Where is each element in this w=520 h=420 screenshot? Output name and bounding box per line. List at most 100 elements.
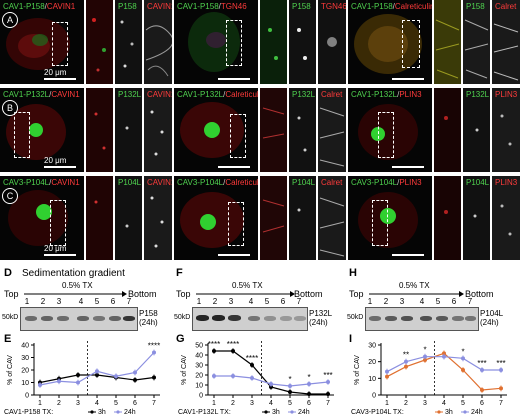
- legend-label-3h: 3h: [98, 409, 106, 415]
- zoom-merge-tile: [86, 0, 113, 84]
- x-tick-label: 7: [499, 400, 503, 407]
- channel1-label: P104L: [118, 178, 142, 187]
- x-tick-label: 7: [326, 400, 330, 407]
- data-point: [461, 368, 465, 372]
- western-blot: [365, 307, 479, 331]
- column-h-i: H 0.5% TX Top Bottom 1 2 3 4 5 6 7 50kD: [347, 267, 520, 416]
- legend-marker-3h: [90, 410, 94, 414]
- y-tick-label: 20: [195, 373, 203, 380]
- data-point: [231, 374, 235, 378]
- data-point: [95, 373, 99, 377]
- scale-bar: [392, 78, 424, 80]
- data-point: [212, 349, 216, 353]
- channel2-label: CAVIN1: [147, 90, 172, 99]
- top-label: Top: [4, 289, 19, 299]
- panel-letter-f: F: [176, 267, 183, 279]
- y-tick-label: 50: [195, 343, 203, 350]
- y-tick-label: 30: [21, 355, 29, 362]
- legend-marker-3h: [264, 410, 268, 414]
- panel-letter-h: H: [349, 267, 357, 279]
- significance-label: ***: [323, 371, 332, 380]
- bottom-label: Bottom: [465, 289, 494, 299]
- western-blot: [192, 307, 308, 331]
- y-tick-label: 40: [195, 353, 203, 360]
- significance-label: ****: [208, 340, 220, 349]
- legend-marker-24h: [290, 410, 294, 414]
- channel2-label: CAVIN1: [147, 2, 172, 11]
- data-point: [499, 386, 503, 391]
- significance-label: *: [307, 373, 310, 382]
- tx-label: 0.5% TX: [399, 281, 430, 290]
- data-point: [326, 380, 330, 384]
- scale-label: 20 μm: [44, 244, 67, 253]
- x-tick-label: 2: [404, 400, 408, 407]
- top-label: Top: [349, 289, 364, 299]
- column-f-g: F 0.5% TX Top Bottom 1 2 3 4 5 6 7 50kD: [174, 267, 347, 416]
- merge-title: CAV1-P132L/PLIN3: [351, 90, 422, 99]
- marker-label: 50kD: [174, 314, 191, 321]
- micrograph-merge: [0, 0, 84, 84]
- y-tick-label: 10: [368, 376, 376, 383]
- x-tick-label: 1: [385, 400, 389, 407]
- legend-label-24h: 24h: [124, 409, 136, 415]
- roi-box: [378, 112, 394, 158]
- row-letter: C: [2, 188, 18, 204]
- significance-label: ****: [246, 354, 258, 363]
- x-tick-label: 6: [133, 400, 137, 407]
- y-tick-label: 10: [195, 383, 203, 390]
- data-point: [480, 368, 484, 372]
- data-point: [288, 390, 292, 394]
- x-tick-label: 5: [288, 400, 292, 407]
- legend-label-24h: 24h: [298, 409, 310, 415]
- western-blot: [20, 307, 138, 331]
- data-point: [57, 379, 61, 384]
- x-tick-label: 3: [250, 400, 254, 407]
- marker-label: 50kD: [347, 314, 364, 321]
- channel1-label: P158: [118, 2, 137, 11]
- x-tick-label: 4: [95, 400, 99, 407]
- data-point: [212, 374, 216, 378]
- panel-letter-i: I: [349, 333, 353, 345]
- merge-title: CAV1-P132L/CAVIN1: [3, 90, 80, 99]
- x-tick-label: 2: [231, 400, 235, 407]
- x-tick-label: 2: [57, 400, 61, 407]
- panel-a3: CAV1-P158/Calreticulin P158 Calret: [348, 0, 520, 84]
- data-point: [76, 380, 80, 385]
- data-point: [307, 392, 311, 396]
- tx-label: 0.5% TX: [232, 281, 263, 290]
- merge-title: CAV1-P158/TGN46: [177, 2, 247, 11]
- data-point: [152, 375, 156, 380]
- data-point: [133, 378, 137, 382]
- data-point: [442, 351, 446, 356]
- x-tick-label: 6: [480, 400, 484, 407]
- x-tick-label: 1: [212, 400, 216, 407]
- x-tick-label: 5: [114, 400, 118, 407]
- x-tick-label: 7: [152, 400, 156, 407]
- roi-box: [372, 200, 388, 246]
- x-tick-label: 3: [423, 400, 427, 407]
- channel2-label: Calret: [321, 90, 343, 99]
- x-axis-label: CAV1-P132L TX:: [178, 409, 231, 415]
- x-tick-label: 5: [461, 400, 465, 407]
- y-tick-label: 10: [21, 380, 29, 387]
- legend-marker-3h: [437, 410, 441, 414]
- bottom-label: Bottom: [294, 289, 323, 299]
- significance-label: ****: [227, 340, 239, 349]
- roi-box: [52, 22, 68, 66]
- legend-marker-24h: [116, 410, 120, 414]
- y-axis-label: % of CAV: [7, 355, 14, 385]
- row-a: CAV1-P158/CAVIN1 A 20 μm P158 CAVIN1 CA: [0, 0, 520, 84]
- merge-title: CAV1-P158/CAVIN1: [3, 2, 76, 11]
- panel-a1: CAV1-P158/CAVIN1 A 20 μm P158 CAVIN1: [0, 0, 172, 84]
- y-tick-label: 30: [195, 363, 203, 370]
- blot-name: P132L (24h): [309, 309, 333, 327]
- merge-title: CAV3-P104L/PLIN3: [351, 178, 422, 187]
- x-tick-label: 1: [38, 400, 42, 407]
- panel-letter-g: G: [176, 333, 185, 345]
- bottom-label: Bottom: [128, 289, 157, 299]
- data-point: [326, 392, 330, 396]
- channel1-tile: P158: [115, 0, 142, 84]
- channel2-label: Calret: [495, 2, 517, 11]
